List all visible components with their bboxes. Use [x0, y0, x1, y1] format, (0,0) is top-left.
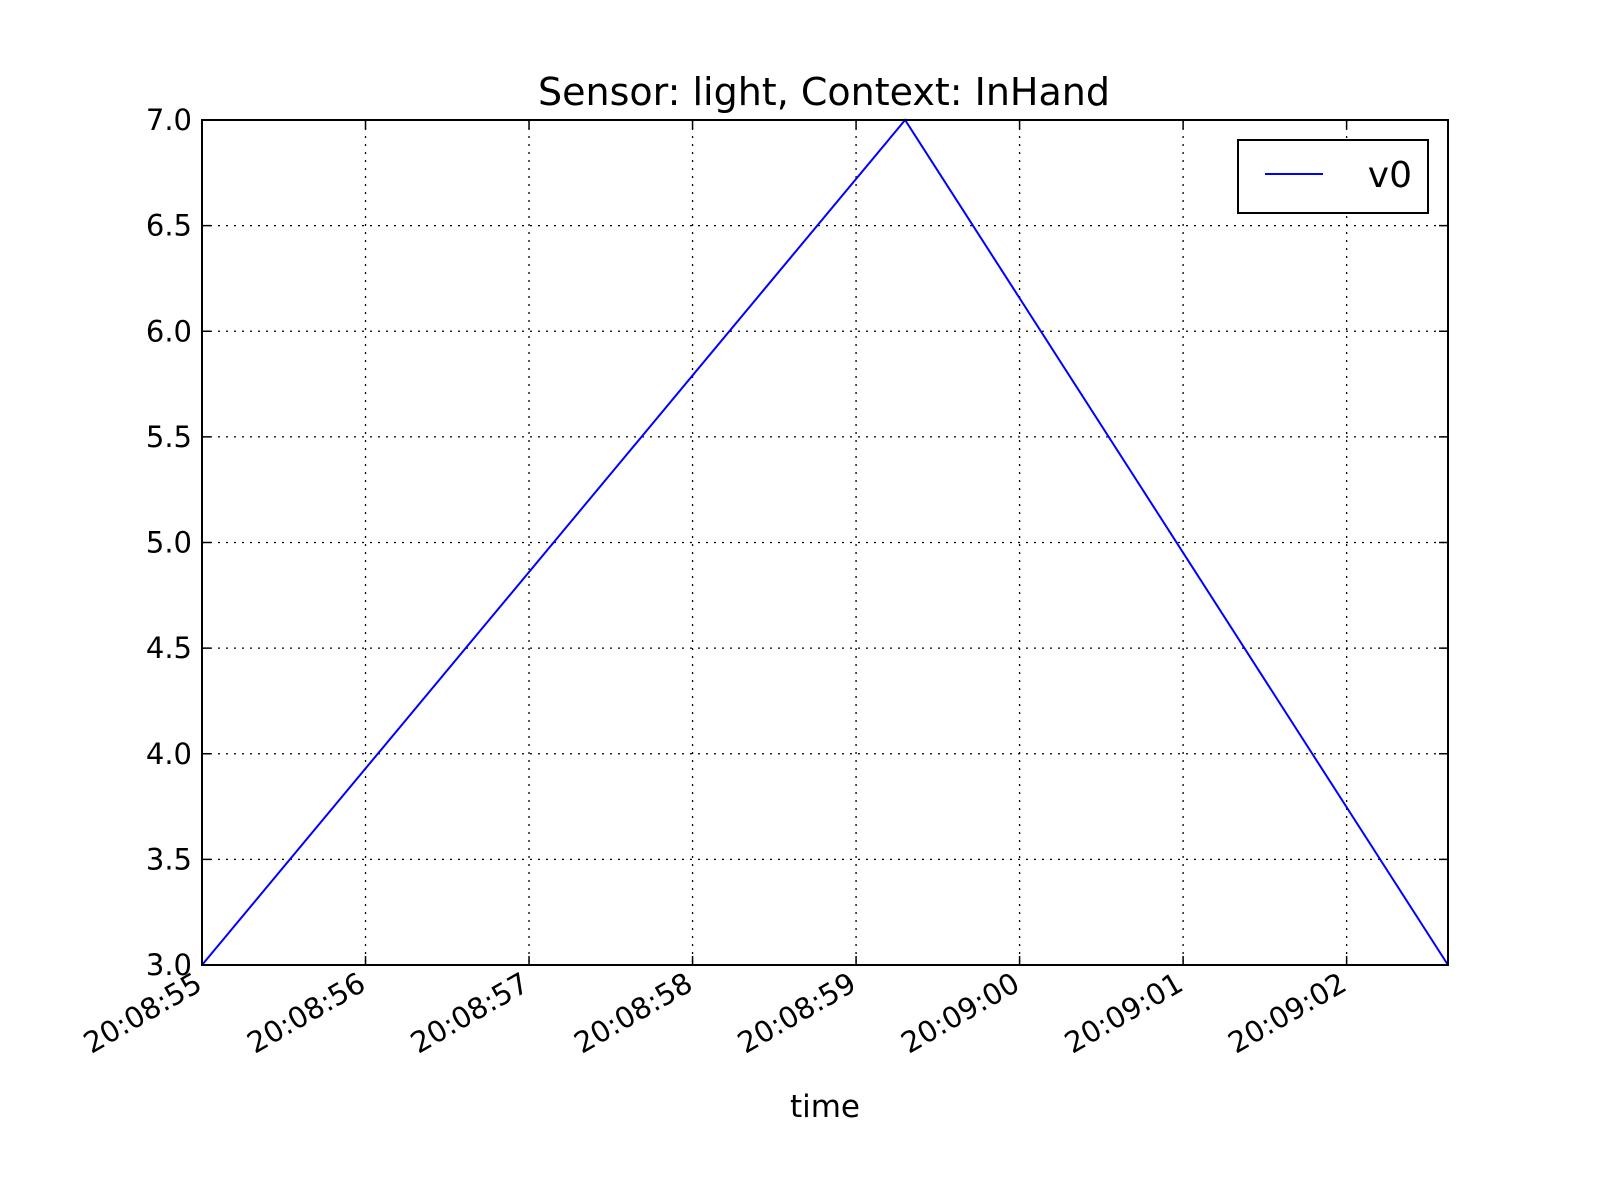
- legend: v0: [1237, 139, 1429, 214]
- y-tick-label: 6.5: [146, 209, 192, 243]
- legend-label: v0: [1368, 155, 1412, 196]
- y-tick-label: 6.0: [146, 314, 192, 348]
- y-tick-label: 4.5: [146, 631, 192, 665]
- y-tick-label: 4.0: [146, 737, 192, 771]
- plot-frame: [201, 119, 1449, 966]
- y-tick-labels: 3.0 3.5 4.0 4.5 5.0 5.5 6.0 6.5 7.0: [146, 103, 192, 982]
- y-tick-label: 5.0: [146, 526, 192, 560]
- x-axis-label: time: [790, 1089, 860, 1125]
- y-tick-label: 7.0: [146, 103, 192, 137]
- y-tick-label: 5.5: [146, 420, 192, 454]
- y-tick-label: 3.0: [146, 948, 192, 982]
- y-tick-label: 3.5: [146, 842, 192, 876]
- chart-title: Sensor: light, Context: InHand: [538, 70, 1110, 114]
- legend-box: [1237, 139, 1429, 214]
